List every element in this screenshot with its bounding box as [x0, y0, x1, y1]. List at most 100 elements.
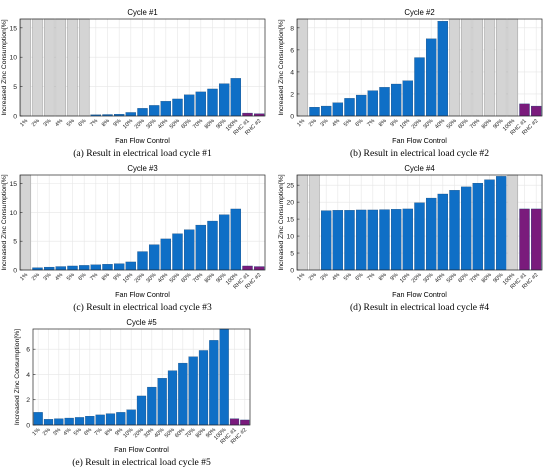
x-tick-label: 4% — [54, 272, 64, 282]
y-axis-label: Increased Zinc Consumption[%] — [1, 174, 8, 270]
bar — [449, 190, 460, 271]
bar — [137, 251, 148, 271]
bar — [136, 395, 147, 426]
bar — [390, 83, 402, 117]
y-axis-label: Increased Zinc Consumption[%] — [278, 174, 285, 270]
y-axis-label: Increased Zinc Consumption[%] — [14, 329, 21, 425]
x-tick-label: 8% — [101, 118, 111, 128]
x-tick-label: 20% — [134, 118, 146, 130]
x-tick-label: 2% — [308, 272, 318, 282]
x-tick-label: 2% — [308, 118, 318, 128]
bar-unavailable — [55, 18, 67, 117]
bar — [90, 264, 101, 271]
bar — [320, 210, 332, 271]
bar — [172, 98, 183, 117]
x-tick-label: 9% — [390, 272, 400, 282]
bar-rhc — [229, 418, 240, 426]
x-tick-label: 3% — [52, 427, 62, 437]
x-tick-label: 4% — [331, 272, 341, 282]
bar-rhc — [240, 419, 250, 426]
bar-rhc — [253, 113, 265, 117]
x-tick-label: 50% — [446, 118, 458, 130]
x-tick-label: 7% — [366, 118, 376, 128]
y-tick-label: 4 — [26, 372, 30, 379]
bar — [137, 108, 148, 117]
x-tick-label: 7% — [366, 272, 376, 282]
bar-rhc — [531, 105, 542, 117]
x-tick-label: 10% — [122, 427, 134, 439]
x-tick-label: 40% — [157, 118, 169, 130]
bar-unavailable — [297, 18, 309, 117]
chart-title: Cycle #2 — [404, 8, 434, 17]
x-tick-label: 1% — [19, 272, 29, 282]
bar — [67, 265, 78, 271]
bar — [207, 88, 218, 117]
y-axis-label: Increased Zinc Consumption[%] — [278, 19, 285, 115]
x-tick-label: 8% — [104, 427, 114, 437]
bar — [183, 94, 195, 117]
chart-panel-1: 0 5 10 15 1% 2% 3% 4% 5% 6% 7% 8% 9% 10% 20% 30% 40% 50% 6… — [1, 8, 266, 159]
chart-panel-2: 0 2 4 6 8 1% 2% 3% 4% 5% 6% 7% 8% 9% 10% 20% 30% 40% 50% 60… — [278, 8, 543, 159]
bar — [116, 412, 126, 426]
bar — [148, 105, 160, 117]
bar — [230, 208, 241, 271]
bar — [219, 328, 229, 426]
x-tick-label: 9% — [113, 118, 123, 128]
x-tick-label: 9% — [114, 427, 124, 437]
x-tick-label: 50% — [164, 427, 176, 439]
x-tick-label: 5% — [66, 118, 76, 128]
x-tick-label: 30% — [143, 427, 155, 439]
bar-rhc — [242, 112, 253, 117]
y-tick-label: 20 — [286, 200, 294, 207]
bar — [402, 208, 414, 271]
y-tick-label: 6 — [290, 47, 294, 54]
bar-unavailable — [484, 18, 495, 117]
bar — [344, 210, 355, 271]
chart-panel-4: 0 5 10 15 20 25 1% 2% 3% 4% 5% 6% 7% 8% 9% 10% 20% 30% 40%… — [278, 164, 543, 313]
y-tick-label: 0 — [13, 268, 17, 275]
bar — [320, 105, 332, 117]
bar — [114, 263, 125, 271]
bar-unavailable — [507, 18, 519, 117]
x-tick-label: 80% — [195, 427, 207, 439]
x-tick-label: 10% — [122, 118, 134, 130]
x-axis-label: Fan Flow Control — [392, 136, 447, 145]
x-tick-label: 40% — [153, 427, 165, 439]
y-tick-label: 10 — [9, 210, 17, 217]
x-tick-label: 70% — [184, 427, 196, 439]
chart-title: Cycle #5 — [126, 318, 157, 327]
figure-caption: (c) Result in electrical load cycle #3 — [73, 302, 212, 313]
bar — [195, 91, 206, 117]
bar — [414, 202, 425, 271]
x-tick-label: 5% — [66, 272, 76, 282]
bar — [188, 356, 198, 426]
bar — [105, 413, 116, 426]
x-tick-label: 8% — [101, 272, 111, 282]
bar — [332, 102, 344, 117]
bar — [167, 370, 178, 426]
bar-unavailable — [460, 18, 472, 117]
x-tick-label: 60% — [180, 118, 192, 130]
x-tick-label: 30% — [422, 118, 434, 130]
chart-title: Cycle #4 — [404, 164, 435, 173]
x-tick-label: 80% — [481, 272, 493, 284]
y-tick-label: 4 — [290, 69, 294, 76]
x-tick-label: 70% — [192, 272, 204, 284]
x-tick-label: 6% — [78, 118, 88, 128]
x-tick-label: 7% — [89, 118, 99, 128]
bar — [460, 186, 472, 271]
y-tick-label: 25 — [286, 183, 294, 190]
bar — [157, 378, 167, 426]
x-axis-label: Fan Flow Control — [114, 445, 169, 454]
bar — [344, 98, 355, 117]
bar — [160, 101, 171, 117]
bar — [44, 266, 55, 271]
y-axis-label: Increased Zinc Consumption[%] — [1, 19, 8, 115]
x-tick-label: 70% — [192, 118, 204, 130]
y-tick-label: 8 — [290, 25, 294, 32]
bar — [425, 38, 437, 117]
x-tick-label: 2% — [31, 118, 41, 128]
bar — [178, 362, 188, 426]
x-axis-label: Fan Flow Control — [115, 290, 170, 299]
